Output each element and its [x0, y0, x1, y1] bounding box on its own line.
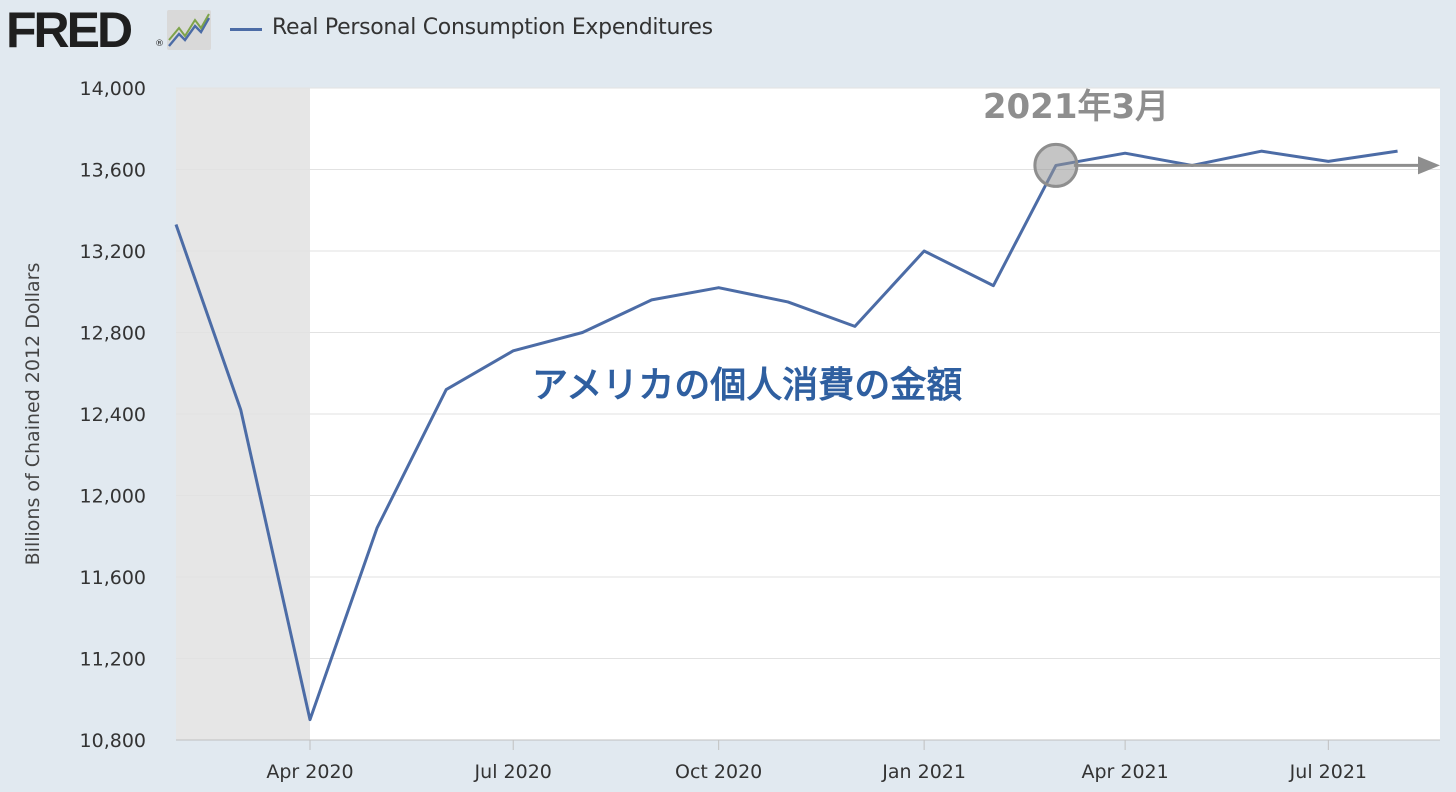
- fred-logo[interactable]: FRED: [6, 2, 133, 58]
- chart-header: FRED ® Real Personal Consumption Expendi…: [0, 0, 1456, 60]
- y-tick-label: 14,000: [80, 78, 146, 100]
- gridlines: [176, 87, 1440, 659]
- y-tick-label: 12,400: [80, 404, 146, 426]
- y-tick-label: 11,200: [80, 649, 146, 671]
- legend-swatch: [230, 28, 262, 31]
- x-axis-ticks: Apr 2020 Jul 2020 Oct 2020 Jan 2021 Apr 2021…: [266, 740, 1367, 783]
- series-point: [1123, 151, 1127, 155]
- fred-graph-icon: [167, 10, 211, 50]
- x-tick-label: Jan 2021: [881, 761, 966, 783]
- series-point: [853, 324, 857, 328]
- annotation-main-label: アメリカの個人消費の金額: [532, 364, 962, 406]
- series-point: [991, 284, 995, 288]
- series-point: [511, 349, 515, 353]
- fred-registered-mark: ®: [155, 39, 164, 49]
- y-tick-label: 11,600: [80, 567, 146, 589]
- x-tick-label: Oct 2020: [675, 761, 762, 783]
- y-tick-label: 10,800: [80, 730, 146, 752]
- annotation-date-label: 2021年3月: [983, 87, 1169, 127]
- y-axis-ticks: 10,800 11,200 11,600 12,000 12,400 12,800 13,2…: [80, 78, 146, 752]
- y-tick-label: 13,200: [80, 241, 146, 263]
- series-point: [308, 718, 312, 722]
- y-tick-label: 12,000: [80, 486, 146, 508]
- series-point: [1326, 159, 1330, 163]
- series-point: [375, 526, 379, 530]
- series-point: [580, 331, 584, 335]
- legend-label[interactable]: Real Personal Consumption Expenditures: [272, 15, 713, 40]
- y-tick-label: 12,800: [80, 323, 146, 345]
- annotation-arrowhead: [1418, 156, 1440, 175]
- y-tick-label: 13,600: [80, 160, 146, 182]
- series-point: [174, 223, 178, 227]
- series-point: [922, 249, 926, 253]
- y-axis-label: Billions of Chained 2012 Dollars: [22, 263, 44, 566]
- x-tick-label: Apr 2021: [1081, 761, 1168, 783]
- series-point: [650, 298, 654, 302]
- series-point: [717, 286, 721, 290]
- series-point: [1259, 149, 1263, 153]
- series-point: [786, 300, 790, 304]
- x-tick-label: Jul 2020: [474, 761, 552, 783]
- series-point: [239, 408, 243, 412]
- series-point: [1396, 149, 1400, 153]
- x-tick-label: Apr 2020: [266, 761, 353, 783]
- x-tick-label: Jul 2021: [1289, 761, 1367, 783]
- annotation-marker-circle: [1033, 142, 1079, 188]
- series-point: [444, 388, 448, 392]
